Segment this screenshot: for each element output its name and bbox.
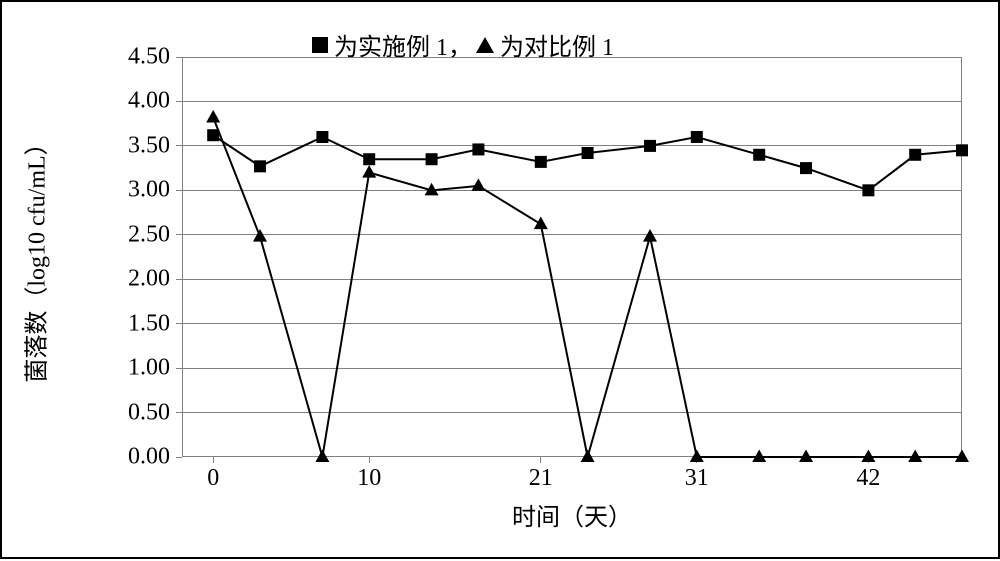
- data-svg: [2, 2, 1000, 561]
- triangle-marker: [861, 449, 875, 462]
- square-marker: [862, 184, 874, 196]
- triangle-marker: [534, 217, 548, 230]
- series-line: [213, 117, 962, 457]
- square-marker: [363, 153, 375, 165]
- square-marker: [753, 149, 765, 161]
- triangle-marker: [955, 449, 969, 462]
- triangle-marker: [362, 165, 376, 178]
- triangle-marker: [908, 449, 922, 462]
- square-marker: [535, 156, 547, 168]
- square-marker: [800, 162, 812, 174]
- square-marker: [254, 160, 266, 172]
- triangle-marker: [643, 229, 657, 242]
- square-marker: [316, 131, 328, 143]
- triangle-marker: [581, 449, 595, 462]
- square-marker: [691, 131, 703, 143]
- square-marker: [207, 129, 219, 141]
- triangle-marker: [315, 449, 329, 462]
- triangle-marker: [690, 449, 704, 462]
- triangle-marker: [752, 449, 766, 462]
- chart-container: 菌落数（log10 cfu/mL） 时间（天） 为实施例 1，为对比例 1 0.…: [0, 0, 1000, 559]
- square-marker: [426, 153, 438, 165]
- triangle-marker: [471, 178, 485, 191]
- square-marker: [644, 140, 656, 152]
- square-marker: [956, 144, 968, 156]
- series-line: [213, 135, 962, 190]
- square-marker: [472, 143, 484, 155]
- triangle-marker: [253, 229, 267, 242]
- triangle-marker: [206, 110, 220, 123]
- triangle-marker: [799, 449, 813, 462]
- square-marker: [582, 147, 594, 159]
- square-marker: [909, 149, 921, 161]
